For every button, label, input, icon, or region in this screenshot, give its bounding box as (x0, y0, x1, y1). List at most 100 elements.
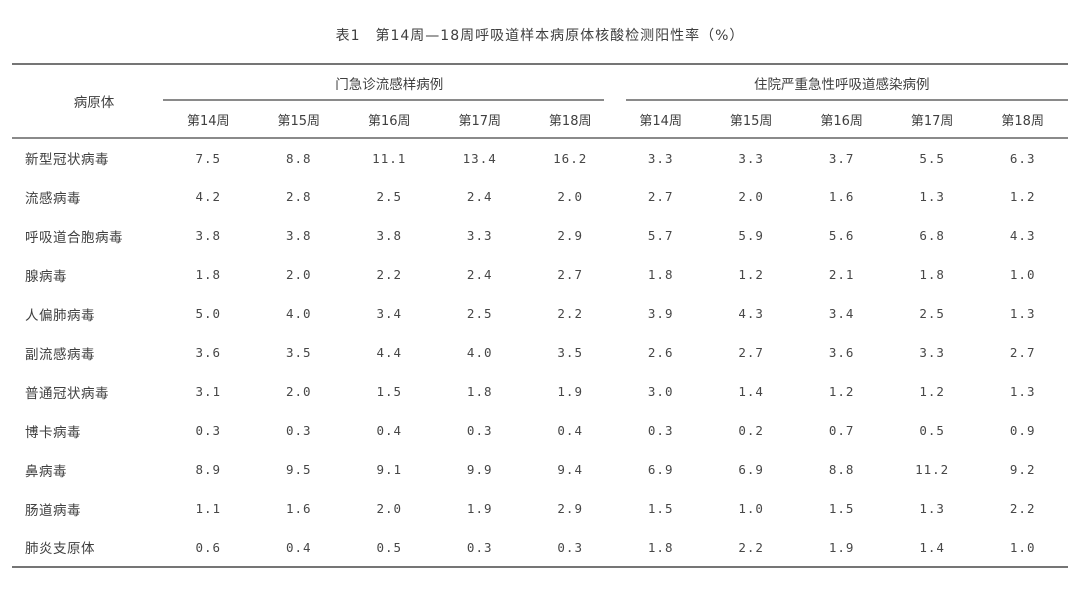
value-cell: 3.9 (647, 306, 674, 321)
value-cell: 1.2 (738, 267, 764, 282)
pathogen-name: 肺炎支原体 (25, 541, 95, 557)
value-cell: 2.5 (466, 306, 493, 321)
value-cell: 0.2 (738, 423, 764, 438)
pathogen-name: 流感病毒 (25, 190, 81, 207)
value-cell: 0.9 (1009, 423, 1036, 438)
value-cell: 4.0 (466, 345, 493, 360)
value-cell: 1.0 (1009, 267, 1036, 282)
value-cell: 3.4 (376, 306, 403, 321)
value-cell: 4.2 (195, 189, 222, 204)
value-cell: 4.0 (285, 306, 312, 321)
value-cell: 2.2 (1009, 501, 1036, 516)
value-cell: 16.2 (553, 150, 588, 166)
week-column-header: 第16周 (343, 101, 435, 139)
value-cell: 2.2 (557, 306, 583, 321)
value-cell: 9.2 (1009, 462, 1036, 477)
value-cell: 2.7 (1009, 345, 1036, 360)
value-cell: 2.6 (647, 345, 674, 360)
week-column-header: 第18周 (524, 101, 616, 139)
value-cell: 0.5 (376, 539, 403, 555)
week-column-header: 第18周 (977, 101, 1068, 139)
value-cell: 2.4 (466, 189, 493, 204)
value-cell: 0.3 (557, 539, 583, 555)
table-row: 博卡病毒 0.3 0.3 0.4 0.3 0.4 0.3 0.2 0.7 0.5 0.9 (12, 411, 1068, 450)
pathogen-name: 新型冠状病毒 (25, 152, 109, 168)
value-cell: 1.6 (285, 501, 312, 516)
value-cell: 3.3 (466, 228, 493, 243)
group-header-inpatient: 住院严重急性呼吸道感染病例 (615, 64, 1068, 101)
value-cell: 9.5 (285, 462, 312, 477)
value-cell: 1.0 (1009, 539, 1036, 555)
value-cell: 2.2 (376, 267, 403, 282)
value-cell: 0.4 (376, 423, 403, 438)
value-cell: 3.4 (828, 306, 855, 321)
value-cell: 4.4 (376, 345, 403, 360)
value-cell: 8.8 (828, 462, 855, 477)
value-cell: 3.1 (195, 384, 222, 399)
value-cell: 1.1 (195, 501, 222, 516)
value-cell: 8.9 (195, 462, 222, 477)
table-row: 肠道病毒 1.1 1.6 2.0 1.9 2.9 1.5 1.0 1.5 1.3 2.2 (12, 489, 1068, 528)
value-cell: 6.3 (1009, 150, 1036, 166)
week-column-header: 第16周 (796, 101, 887, 139)
pathogen-name: 人偏肺病毒 (25, 307, 95, 324)
value-cell: 2.0 (285, 267, 312, 282)
value-cell: 1.8 (466, 384, 493, 399)
value-cell: 13.4 (462, 150, 497, 166)
value-cell: 6.9 (647, 462, 674, 477)
value-cell: 11.2 (915, 462, 950, 477)
table-body: 新型冠状病毒 7.5 8.8 11.1 13.4 16.2 3.3 3.3 3.7 5.5 6.3 流… (12, 138, 1068, 567)
value-cell: 1.9 (828, 539, 855, 555)
pathogen-name: 普通冠状病毒 (25, 385, 109, 402)
value-cell: 0.6 (195, 539, 222, 555)
value-cell: 6.9 (738, 462, 764, 477)
value-cell: 0.3 (285, 423, 312, 438)
value-cell: 1.2 (919, 384, 945, 399)
value-cell: 3.7 (828, 150, 855, 166)
value-cell: 11.1 (372, 150, 407, 166)
value-cell: 2.9 (557, 228, 583, 243)
table-row: 新型冠状病毒 7.5 8.8 11.1 13.4 16.2 3.3 3.3 3.7 5.5 6.3 (12, 138, 1068, 177)
value-cell: 1.4 (919, 539, 945, 555)
value-cell: 3.3 (919, 345, 945, 360)
value-cell: 1.5 (647, 501, 674, 516)
value-cell: 1.3 (1009, 306, 1036, 321)
value-cell: 1.0 (738, 501, 764, 516)
table-row: 流感病毒 4.2 2.8 2.5 2.4 2.0 2.7 2.0 1.6 1.3 1.2 (12, 177, 1068, 216)
pathogen-column-header: 病原体 (12, 64, 164, 139)
positivity-rate-table: 病原体 门急诊流感样病例 住院严重急性呼吸道感染病例 第14周 第15周 第16… (12, 63, 1068, 568)
value-cell: 9.9 (466, 462, 493, 477)
pathogen-name: 鼻病毒 (25, 463, 67, 480)
value-cell: 1.8 (919, 267, 945, 282)
value-cell: 9.1 (376, 462, 403, 477)
value-cell: 5.7 (647, 228, 674, 243)
value-cell: 0.3 (466, 423, 493, 438)
value-cell: 3.3 (647, 150, 674, 166)
value-cell: 2.9 (557, 501, 583, 516)
table-row: 人偏肺病毒 5.0 4.0 3.4 2.5 2.2 3.9 4.3 3.4 2.5 1.3 (12, 294, 1068, 333)
table-row: 肺炎支原体 0.6 0.4 0.5 0.3 0.3 1.8 2.2 1.9 1.4 1.0 (12, 528, 1068, 567)
value-cell: 2.5 (376, 189, 403, 204)
value-cell: 5.5 (919, 150, 945, 166)
value-cell: 1.9 (557, 384, 583, 399)
value-cell: 1.9 (466, 501, 493, 516)
value-cell: 3.0 (647, 384, 674, 399)
value-cell: 2.1 (828, 267, 855, 282)
table-row: 普通冠状病毒 3.1 2.0 1.5 1.8 1.9 3.0 1.4 1.2 1.2 1.3 (12, 372, 1068, 411)
value-cell: 0.7 (828, 423, 855, 438)
value-cell: 1.5 (376, 384, 403, 399)
value-cell: 0.3 (195, 423, 222, 438)
table-row: 呼吸道合胞病毒 3.8 3.8 3.8 3.3 2.9 5.7 5.9 5.6 6.8 4.3 (12, 216, 1068, 255)
table-row: 腺病毒 1.8 2.0 2.2 2.4 2.7 1.8 1.2 2.1 1.8 1.0 (12, 255, 1068, 294)
value-cell: 3.8 (195, 228, 222, 243)
value-cell: 1.8 (195, 267, 222, 282)
value-cell: 9.4 (557, 462, 583, 477)
value-cell: 3.5 (285, 345, 312, 360)
week-column-header: 第15周 (705, 101, 797, 139)
week-column-header: 第14周 (615, 101, 706, 139)
value-cell: 1.2 (1009, 189, 1036, 204)
value-cell: 1.3 (919, 189, 945, 204)
value-cell: 5.0 (195, 306, 222, 321)
value-cell: 1.3 (919, 501, 945, 516)
